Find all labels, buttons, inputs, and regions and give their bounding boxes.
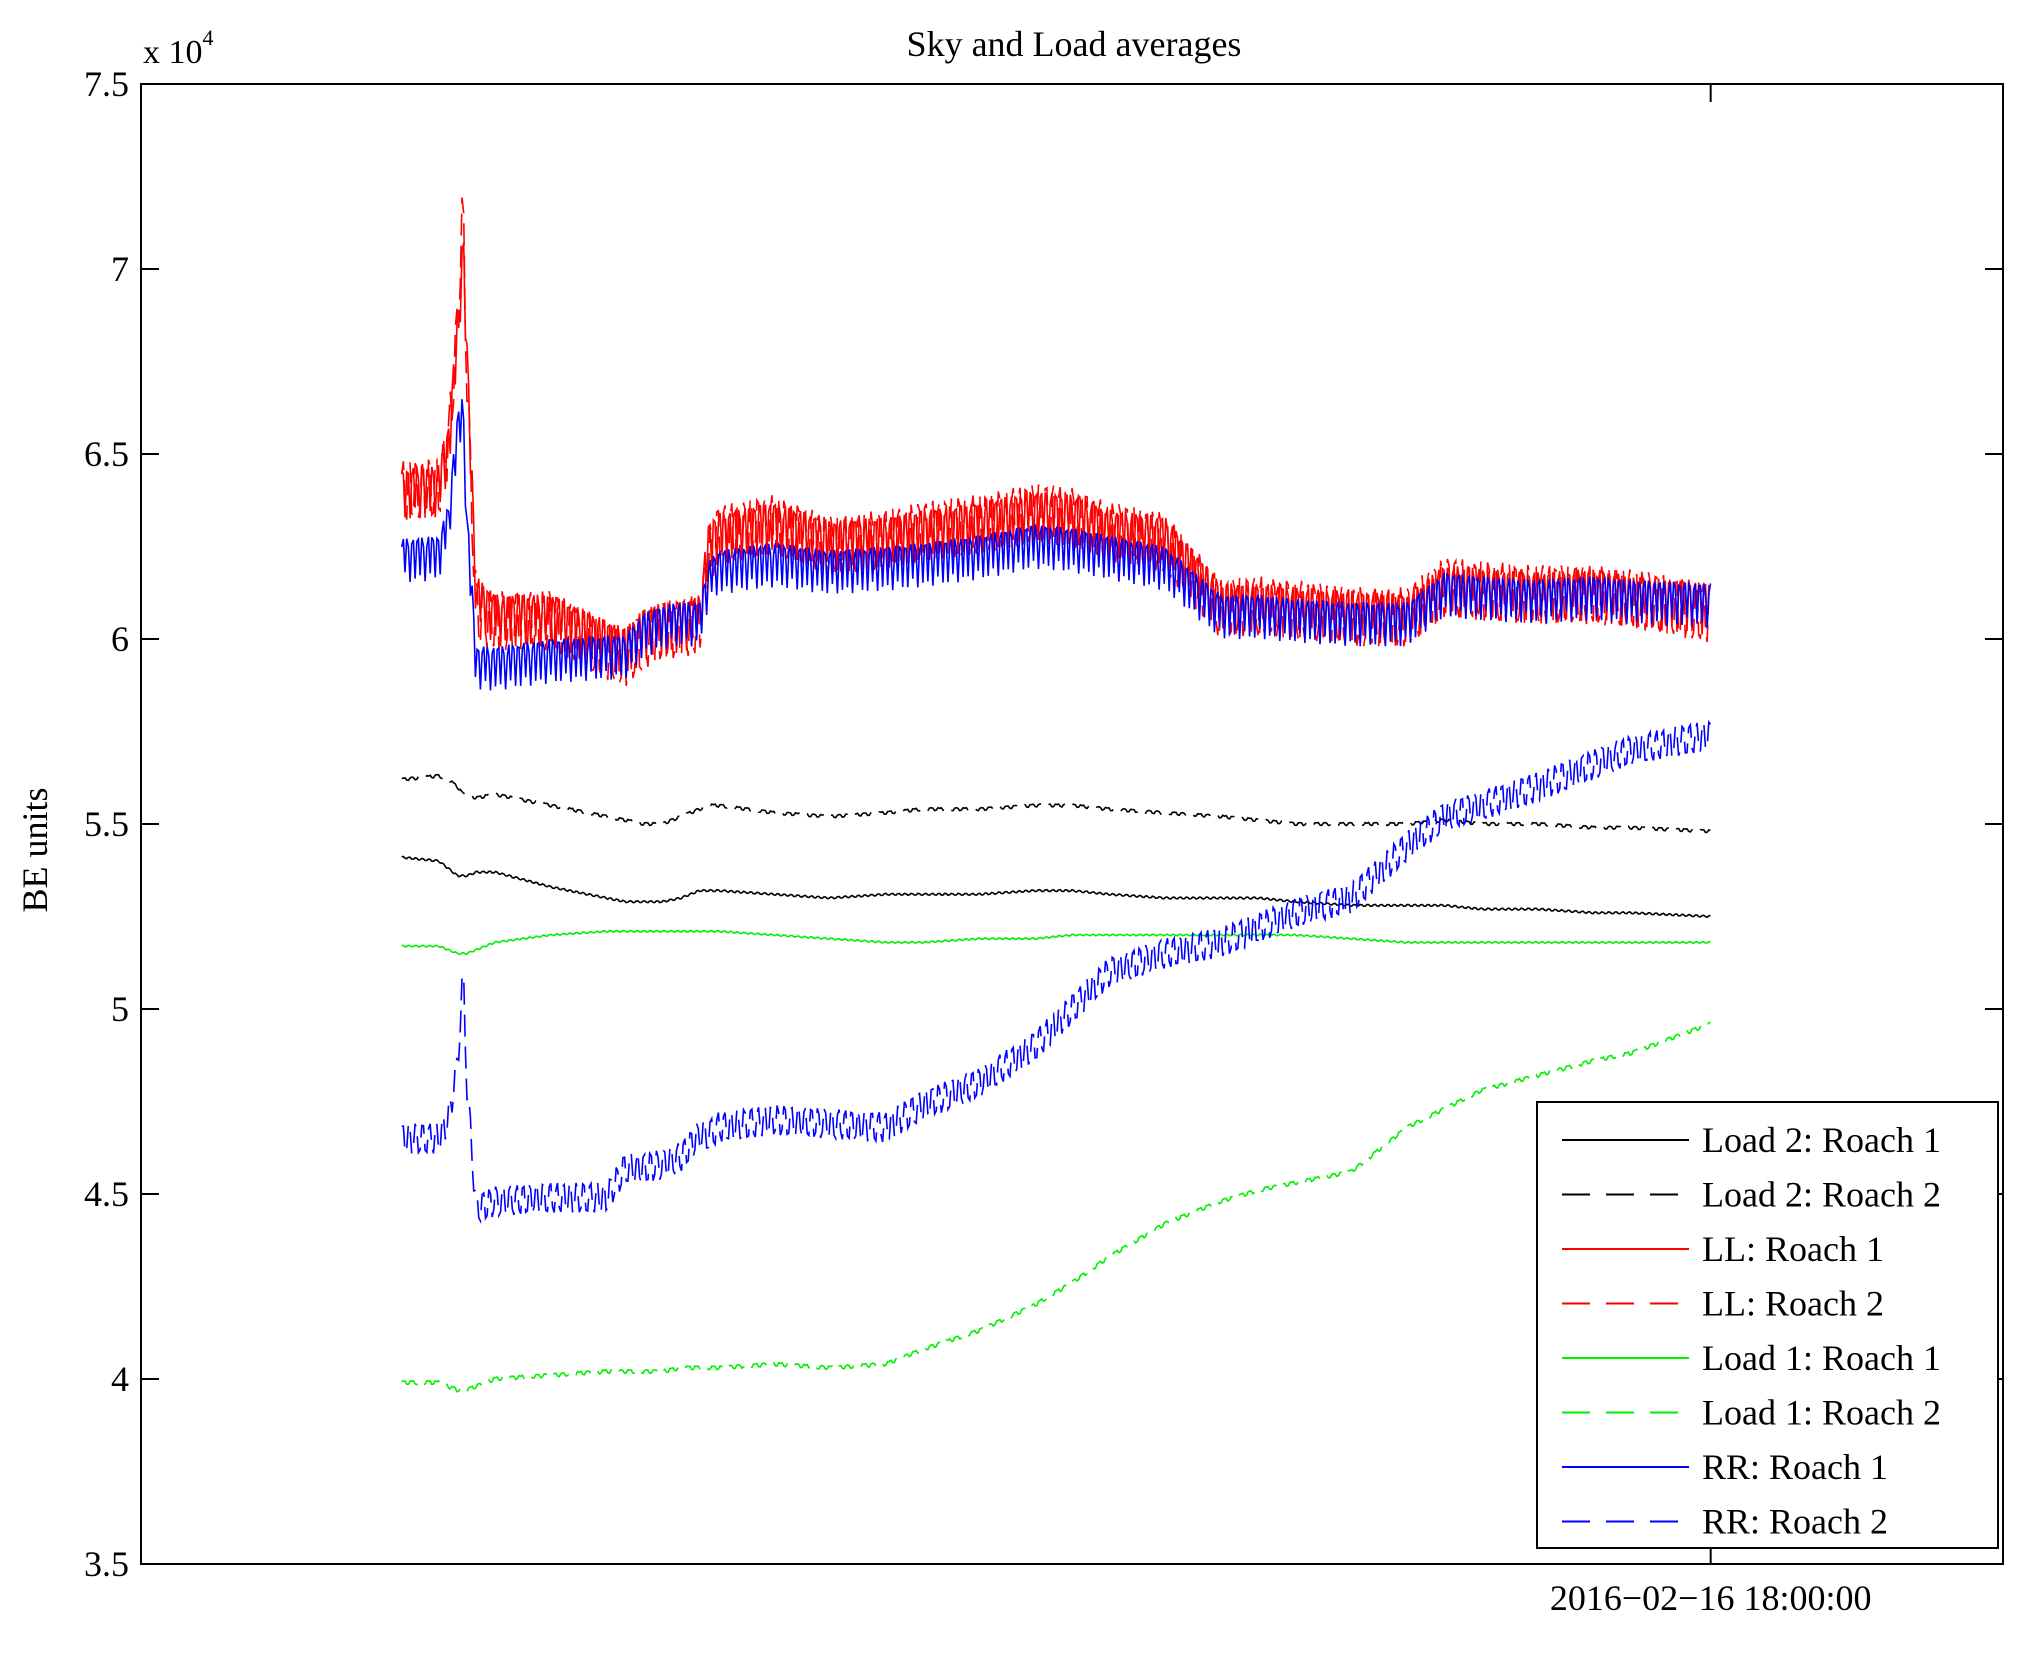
y-tick-label: 7.5 (84, 64, 129, 104)
y-tick-label: 5.5 (84, 804, 129, 844)
y-axis-title: BE units (15, 787, 55, 912)
y-tick-label: 4 (111, 1359, 129, 1399)
series-line-4 (400, 197, 1712, 686)
y-exponent-label: x 104 (143, 25, 214, 71)
y-tick-label: 5 (111, 989, 129, 1029)
series-line-6 (401, 1021, 1711, 1393)
plot-series-group (400, 197, 1712, 1393)
series-line-5 (401, 929, 1711, 956)
legend-label-7: RR: Roach 1 (1702, 1447, 1888, 1487)
legend-label-6: Load 1: Roach 2 (1702, 1393, 1941, 1433)
series-line-8 (401, 719, 1712, 1224)
series-line-1 (401, 855, 1711, 919)
y-exponent-power: 4 (203, 25, 214, 50)
y-tick-label: 7 (111, 249, 129, 289)
axes-group: 3.5 4 4.5 5 5.5 6 6.5 7 7.5 2016−02−16 18:00:00 (84, 64, 2004, 1618)
legend: Load 2: Roach 1 Load 2: Roach 2 LL: Roach … (1536, 1101, 1999, 1549)
y-tick-label: 4.5 (84, 1174, 129, 1214)
legend-box (1536, 1101, 1999, 1549)
x-tick-label: 2016−02−16 18:00:00 (1550, 1578, 1872, 1618)
y-exponent-base: x 10 (143, 34, 203, 71)
legend-label-8: RR: Roach 2 (1702, 1502, 1888, 1542)
legend-label-4: LL: Roach 2 (1702, 1284, 1884, 1324)
series-line-7 (400, 399, 1712, 691)
series-line-2 (401, 773, 1711, 834)
legend-label-1: Load 2: Roach 1 (1702, 1120, 1941, 1160)
legend-label-2: Load 2: Roach 2 (1702, 1175, 1941, 1215)
legend-label-3: LL: Roach 1 (1702, 1229, 1884, 1269)
legend-label-5: Load 1: Roach 1 (1702, 1338, 1941, 1378)
y-tick-label: 3.5 (84, 1544, 129, 1584)
chart-title: Sky and Load averages (907, 24, 1242, 64)
y-tick-label: 6.5 (84, 434, 129, 474)
y-tick-label: 6 (111, 619, 129, 659)
